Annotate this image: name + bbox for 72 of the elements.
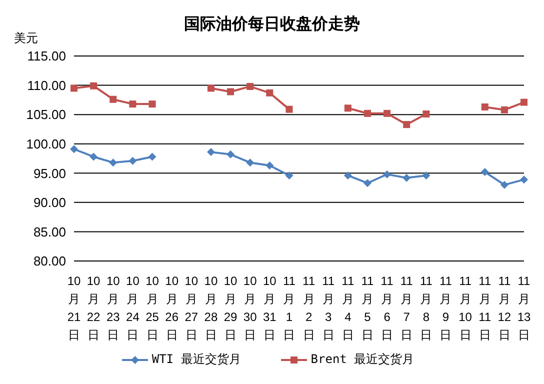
x-tick-label: 10月30日 (243, 274, 258, 342)
point (206, 148, 215, 156)
x-tick-label: 11月5日 (361, 274, 374, 342)
point (226, 150, 235, 158)
point (344, 104, 352, 112)
x-tick-label: 11月9日 (440, 274, 452, 342)
point (500, 180, 508, 189)
point (344, 171, 352, 180)
x-tick-label: 10月23日 (106, 274, 120, 342)
point (402, 174, 411, 182)
point (285, 171, 294, 180)
point (227, 88, 234, 96)
x-tick-label: 11月10日 (458, 274, 472, 342)
point (266, 89, 274, 96)
point (129, 100, 136, 108)
point (481, 103, 488, 110)
y-tick-label: 105.00 (26, 107, 66, 122)
x-tick-label: 11月7日 (400, 274, 414, 342)
point (109, 158, 118, 167)
y-tick-label: 95.00 (33, 166, 66, 181)
point (128, 156, 137, 165)
y-tick-label: 115.00 (27, 48, 66, 64)
point (90, 152, 98, 161)
legend-label: WTI 最近交货月 (152, 351, 241, 368)
point (246, 82, 254, 90)
point (207, 84, 214, 92)
point (422, 110, 430, 118)
y-tick-label: 85.00 (33, 224, 66, 240)
point (500, 106, 508, 114)
point (384, 110, 391, 117)
x-tick-label: 11月6日 (380, 274, 394, 342)
x-tick-label: 11月4日 (342, 274, 354, 342)
x-tick-label: 10月24日 (126, 274, 140, 342)
point (383, 170, 392, 178)
y-tick-label: 80.00 (33, 254, 66, 269)
y-axis-title: 美元 (14, 30, 38, 47)
x-tick-label: 10月27日 (184, 274, 198, 342)
x-tick-label: 11月11日 (478, 274, 492, 342)
x-tick-label: 11月8日 (420, 274, 433, 342)
x-tick-label: 11月2日 (302, 274, 316, 342)
x-tick-label: 11月13日 (517, 274, 531, 342)
x-tick-label: 10月28日 (204, 274, 218, 342)
point (148, 152, 156, 161)
point (286, 106, 293, 113)
x-tick-label: 10月26日 (165, 274, 179, 342)
point (520, 98, 528, 106)
x-tick-label: 10月29日 (224, 274, 238, 342)
x-tick-label: 11月12日 (498, 274, 512, 342)
point (422, 171, 430, 180)
legend-label: Brent 最近交货月 (310, 351, 414, 368)
point (110, 96, 117, 103)
point (266, 162, 274, 170)
x-tick-label: 10月22日 (86, 274, 101, 342)
point (364, 110, 371, 117)
x-tick-label: 10月31日 (262, 274, 277, 342)
y-tick-label: 110.00 (27, 78, 66, 93)
point (403, 121, 410, 128)
point (70, 145, 78, 154)
x-tick-label: 10月21日 (67, 274, 81, 342)
x-tick-label: 11月3日 (322, 274, 335, 342)
y-tick-label: 100.00 (26, 136, 66, 152)
point (148, 100, 156, 108)
x-tick-label: 11月1日 (282, 274, 296, 342)
chart-title: 国际油价每日收盘价走势 (184, 16, 360, 33)
point (480, 168, 489, 176)
point (520, 176, 528, 184)
point (363, 179, 372, 188)
x-tick-label: 10月25日 (146, 274, 160, 342)
point (90, 82, 98, 90)
point (70, 84, 78, 92)
y-tick-label: 90.00 (33, 195, 66, 210)
point (246, 158, 254, 167)
